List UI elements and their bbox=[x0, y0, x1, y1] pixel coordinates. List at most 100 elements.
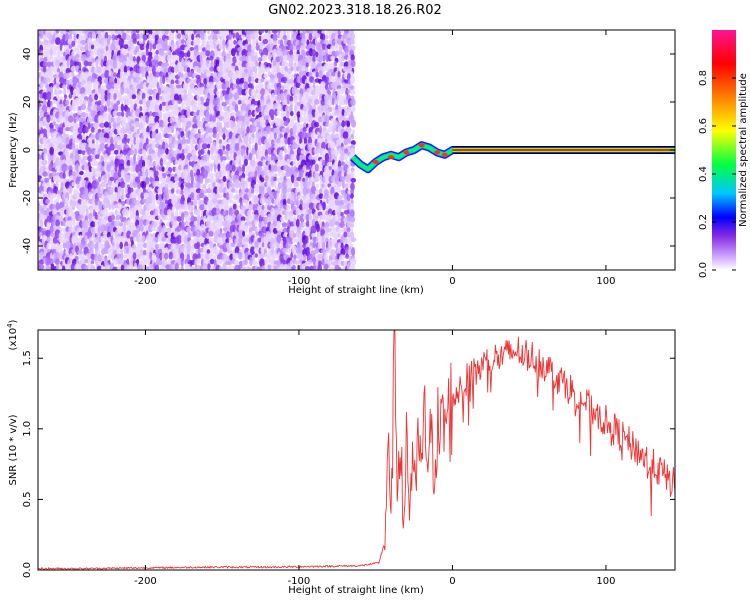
spectrogram-cell bbox=[120, 99, 124, 105]
spectrogram-cell bbox=[68, 219, 73, 228]
spectrogram-cell bbox=[106, 48, 112, 58]
spectrogram-cell bbox=[308, 113, 313, 123]
spectrogram-cell bbox=[195, 36, 201, 46]
spectrogram-cell bbox=[106, 164, 112, 173]
spectrogram-cell bbox=[246, 221, 253, 227]
spectrogram-cell bbox=[244, 258, 248, 266]
spectrogram-cell bbox=[216, 259, 220, 266]
spectrogram-cell bbox=[53, 186, 58, 195]
spectrogram-cell bbox=[324, 115, 330, 125]
spectrogram-cell bbox=[155, 99, 160, 105]
spectrogram-cell bbox=[110, 155, 115, 162]
spectrogram-cell bbox=[125, 174, 131, 183]
spectrogram-cell bbox=[161, 202, 166, 211]
spectrogram-cell bbox=[205, 98, 210, 106]
spectrogram-cell bbox=[339, 221, 345, 229]
spectrogram-cell bbox=[189, 201, 194, 206]
spectrogram-cell bbox=[252, 38, 256, 46]
spectrogram-cell bbox=[308, 33, 313, 41]
spectrogram-cell bbox=[233, 39, 237, 45]
spectrogram-cell bbox=[196, 181, 201, 190]
spectrogram-cell bbox=[186, 175, 191, 183]
spectrogram-cell bbox=[350, 32, 355, 41]
spectrogram-cell bbox=[216, 186, 220, 196]
spectrogram-cell bbox=[213, 178, 217, 184]
spectrogram-cell bbox=[117, 168, 122, 178]
spectrogram-cell bbox=[279, 239, 284, 250]
spectrogram-cell bbox=[155, 253, 161, 259]
spectrogram-cell bbox=[311, 49, 317, 57]
spectrogram-cell bbox=[80, 46, 86, 51]
spectrogram-cell bbox=[257, 136, 262, 146]
spectrogram-cell bbox=[118, 258, 125, 265]
spectrogram-cell bbox=[148, 30, 153, 36]
spectrogram-cell bbox=[292, 159, 298, 168]
spectrogram-cell bbox=[95, 139, 99, 145]
spectrogram-cell bbox=[171, 84, 175, 91]
spectrogram-cell bbox=[240, 216, 246, 222]
spectrogram-cell bbox=[321, 241, 326, 251]
spectrogram-cell bbox=[129, 214, 134, 220]
spectrogram-cell bbox=[97, 254, 102, 263]
spectrogram-cell bbox=[334, 215, 340, 221]
spectrogram-cell bbox=[286, 187, 293, 193]
spectrogram-cell bbox=[192, 138, 198, 145]
spectrogram-cell bbox=[63, 51, 66, 57]
spectrogram-cell bbox=[68, 185, 73, 195]
spectrogram-cell bbox=[142, 33, 148, 41]
spectrogram-cell bbox=[40, 199, 44, 205]
spectrogram-cell bbox=[90, 221, 96, 228]
spectrogram-cell bbox=[190, 266, 195, 270]
spectrogram-cell bbox=[222, 133, 226, 141]
spectrogram-cell bbox=[241, 164, 246, 173]
spectrogram-cell bbox=[350, 98, 356, 107]
spectrogram-cell bbox=[79, 181, 83, 188]
spectrogram-cell bbox=[291, 86, 298, 96]
spectrogram-cell bbox=[276, 109, 280, 117]
spectrogram-cell bbox=[208, 121, 215, 131]
spectrogram-cell bbox=[171, 205, 175, 212]
spectrogram-cell bbox=[299, 142, 305, 152]
spectrogram-cell bbox=[93, 161, 100, 167]
spectrogram-cell bbox=[141, 180, 147, 190]
spectrogram-cell bbox=[229, 153, 233, 163]
spectrogram-cell bbox=[279, 263, 285, 270]
spectrogram-cell bbox=[327, 240, 333, 250]
spectrogram-cell bbox=[170, 33, 175, 43]
spectrogram-cell bbox=[351, 105, 356, 113]
spectrogram-cell bbox=[250, 137, 255, 144]
spectrogram-cell bbox=[102, 208, 109, 217]
spectrogram-cell bbox=[312, 44, 316, 51]
spectrogram-cell bbox=[228, 99, 234, 109]
spectrogram-cell bbox=[193, 216, 198, 222]
snr-y-label: SNR (10 * v/v) bbox=[8, 414, 19, 485]
spectrogram-cell bbox=[41, 214, 48, 220]
spectrogram-cell bbox=[190, 192, 195, 201]
spectrogram-cell bbox=[39, 34, 44, 39]
spectrogram-cell bbox=[148, 33, 153, 43]
spectrogram-cell bbox=[75, 38, 80, 44]
spectrogram-cell bbox=[71, 214, 77, 222]
spectrogram-cell bbox=[145, 115, 149, 124]
spectrogram-cell bbox=[69, 253, 74, 259]
spectrogram-cell bbox=[232, 56, 237, 64]
spectrogram-cell bbox=[316, 223, 321, 233]
spectrogram-cell bbox=[49, 101, 53, 106]
spectrogram-cell bbox=[291, 238, 298, 243]
spectrogram-cell bbox=[155, 71, 160, 78]
spectrogram-cell bbox=[125, 34, 130, 41]
spectrogram-cell bbox=[311, 218, 316, 228]
spectrogram-cell bbox=[333, 164, 339, 173]
spectrogram-cell bbox=[141, 160, 146, 168]
spectrogram-cell bbox=[212, 38, 217, 46]
spectrogram-cell bbox=[139, 43, 145, 51]
spectrogram-cell bbox=[343, 98, 349, 105]
spectrogram-cell bbox=[292, 124, 297, 135]
spectrogram-cell bbox=[267, 137, 272, 143]
spectrogram-cell bbox=[231, 77, 235, 85]
spectrogram-cell bbox=[173, 64, 180, 74]
spectrogram-cell bbox=[269, 74, 275, 80]
spectrogram-cell bbox=[158, 99, 163, 105]
spectrogram-cell bbox=[286, 53, 291, 62]
spectrogram-cell bbox=[314, 177, 320, 183]
